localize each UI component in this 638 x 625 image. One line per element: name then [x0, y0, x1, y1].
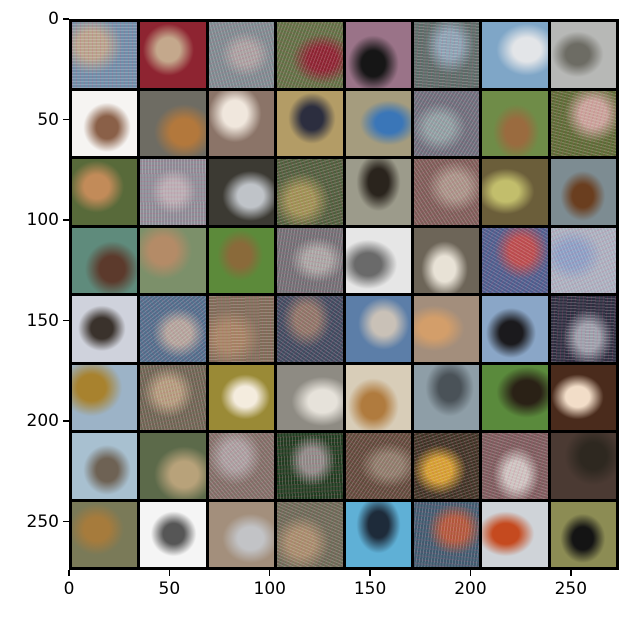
image-tile-shoe-blue: [345, 501, 411, 567]
image-tile-deer-noisy-3: [277, 501, 343, 567]
image-tile-dog-teal: [72, 227, 138, 293]
image-tile-dog-shepherd: [482, 364, 548, 430]
x-tick-label: 100: [253, 579, 286, 599]
y-tick-label: 200: [26, 411, 59, 432]
image-tile-deer-noisy-2: [208, 433, 275, 499]
image-tile-plane-gray: [413, 364, 480, 430]
image-tile-noisy-road: [413, 90, 480, 156]
x-tick-label: 200: [454, 579, 487, 599]
image-tile-dog-running: [140, 90, 206, 156]
image-tile-green-car: [482, 159, 548, 225]
image-tile-blue-truck: [345, 90, 411, 156]
image-tile-boat-red: [345, 296, 411, 362]
image-tile-cat-snarl: [140, 433, 206, 499]
image-tile-frog-green: [208, 227, 275, 293]
image-tile-black-animal: [345, 22, 411, 88]
y-tick-mark: [63, 520, 69, 523]
x-tick-label: 50: [158, 579, 181, 599]
x-tick-mark: [268, 570, 271, 576]
y-tick-mark: [63, 118, 69, 121]
image-tile-cat-white: [413, 227, 480, 293]
image-tile-airplane: [482, 22, 548, 88]
image-tile-horse-field: [140, 227, 206, 293]
image-tile-cat-noisy: [482, 433, 548, 499]
image-tile-dog-door: [345, 364, 411, 430]
y-tick-label: 50: [37, 109, 59, 130]
image-tile-noisy-truck: [413, 22, 480, 88]
image-tile-ostrich-head: [72, 433, 138, 499]
image-tile-red-car-noisy: [277, 22, 343, 88]
image-tile-noisy-brown: [413, 159, 480, 225]
image-tile-cat-white-bg: [140, 501, 206, 567]
image-tile-yellow-car-noisy: [413, 433, 480, 499]
y-tick-label: 100: [26, 210, 59, 231]
image-tile-deer-noisy: [140, 364, 206, 430]
image-tile-airplane-ground: [550, 22, 616, 88]
y-tick-mark: [63, 319, 69, 322]
image-tile-frog-white-bg: [72, 90, 138, 156]
image-tile-rooster: [550, 364, 616, 430]
image-tile-noisy-blue-plane: [482, 227, 548, 293]
y-tick-mark: [63, 18, 69, 20]
image-tile-silver-car: [208, 159, 275, 225]
image-tile-ostrich: [482, 296, 548, 362]
image-tile-bird-noisy: [277, 433, 343, 499]
image-tile-noisy-cat: [208, 296, 275, 362]
x-tick-label: 250: [554, 579, 588, 599]
y-tick-mark: [63, 420, 69, 422]
image-tile-horse-noisy-2: [345, 433, 411, 499]
x-tick-label: 0: [63, 579, 75, 599]
x-tick-mark: [168, 570, 171, 576]
image-tile-noisy-gray: [140, 159, 206, 225]
x-tick-mark: [469, 570, 472, 576]
image-tile-frog-dark: [550, 433, 616, 499]
image-tile-silver-car-2: [208, 501, 275, 567]
image-tile-dog-puppy: [208, 364, 275, 430]
image-tile-noisy-light: [550, 227, 616, 293]
image-tile-noisy-vehicle: [208, 22, 275, 88]
image-tile-deer-field: [482, 90, 548, 156]
image-tile-cat-orange: [413, 296, 480, 362]
image-tile-noisy-blue-scene: [72, 22, 138, 88]
image-tile-cat-face: [140, 22, 206, 88]
image-tile-elk: [550, 159, 616, 225]
image-tile-deer: [72, 159, 138, 225]
x-tick-label: 150: [353, 579, 387, 599]
x-tick-mark: [68, 570, 70, 576]
image-tile-dark-car-noisy: [550, 296, 616, 362]
image-tile-bison: [345, 159, 411, 225]
image-tile-noisy-green: [277, 159, 343, 225]
image-tile-noisy-boat: [140, 296, 206, 362]
image-tile-black-dog: [550, 501, 616, 567]
image-tile-frog-bird: [72, 501, 138, 567]
image-tile-cat-calico: [208, 90, 275, 156]
image-tile-orange-car: [482, 501, 548, 567]
y-tick-label: 150: [26, 310, 59, 331]
y-tick-label: 250: [26, 511, 59, 532]
image-tile-deer-white: [72, 296, 138, 362]
y-tick-mark: [63, 219, 69, 221]
image-grid: [69, 19, 619, 570]
x-tick-mark: [369, 570, 371, 576]
image-tile-rider-horse: [277, 90, 343, 156]
image-tile-yellow-plane: [72, 364, 138, 430]
image-tile-noisy-truck-2: [277, 227, 343, 293]
image-tile-noisy-dark: [277, 296, 343, 362]
x-tick-mark: [570, 570, 572, 576]
image-tile-white-car: [277, 364, 343, 430]
image-tile-horse-noisy: [550, 90, 616, 156]
y-tick-label: 0: [48, 9, 59, 29]
image-tile-rooster-white: [345, 227, 411, 293]
image-tile-noisy-car-red: [413, 501, 480, 567]
